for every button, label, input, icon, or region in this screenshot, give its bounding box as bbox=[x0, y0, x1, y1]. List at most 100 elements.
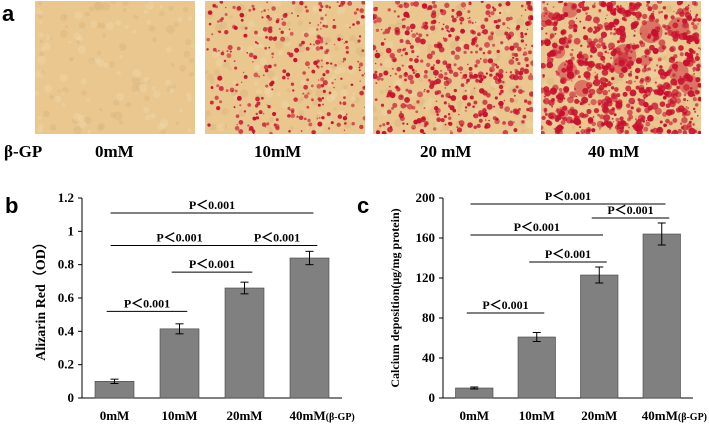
texture-speck bbox=[143, 76, 150, 83]
stain-dot bbox=[363, 72, 365, 75]
texture-speck bbox=[39, 51, 45, 57]
texture-speck bbox=[84, 116, 92, 124]
stain-dot bbox=[327, 62, 330, 65]
stain-dot bbox=[244, 26, 248, 30]
stain-dot bbox=[525, 21, 530, 27]
stain-dot bbox=[267, 28, 273, 34]
stain-dot bbox=[585, 14, 592, 22]
stain-dot bbox=[649, 14, 655, 20]
stain-dot bbox=[645, 86, 650, 92]
stain-dot bbox=[426, 53, 433, 60]
stain-dot bbox=[635, 85, 640, 90]
stain-dot bbox=[583, 71, 591, 79]
texture-speck bbox=[88, 6, 95, 12]
texture-speck bbox=[339, 66, 346, 74]
stain-dot bbox=[681, 124, 689, 131]
stain-dot bbox=[386, 109, 392, 115]
stain-dot bbox=[402, 47, 407, 52]
stain-dot bbox=[320, 4, 324, 9]
stain-dot bbox=[643, 97, 646, 100]
stain-dot bbox=[608, 21, 615, 28]
texture-speck bbox=[510, 22, 517, 29]
stain-dot bbox=[238, 120, 244, 125]
texture-speck bbox=[464, 87, 471, 94]
row-label-beta-gp: β-GP bbox=[4, 142, 43, 161]
stain-dot bbox=[347, 1, 353, 6]
texture-speck bbox=[60, 14, 68, 22]
texture-speck bbox=[449, 54, 455, 60]
texture-speck bbox=[133, 14, 138, 19]
stain-dot bbox=[684, 24, 686, 26]
stain-dot bbox=[387, 91, 392, 96]
condition-label-10mm: 10mM bbox=[254, 142, 302, 161]
stain-dot bbox=[523, 99, 528, 103]
texture-speck bbox=[74, 11, 83, 20]
stain-dot bbox=[458, 113, 460, 116]
stain-dot bbox=[299, 1, 304, 6]
stain-dot bbox=[254, 30, 258, 35]
stain-dot bbox=[543, 86, 550, 93]
stain-dot bbox=[293, 57, 298, 63]
stain-dot bbox=[468, 71, 473, 76]
stain-dot bbox=[586, 108, 592, 115]
texture-speck bbox=[39, 70, 45, 76]
stain-dot bbox=[349, 26, 351, 29]
stain-dot bbox=[265, 84, 269, 88]
stain-dot bbox=[573, 117, 581, 125]
stain-dot bbox=[645, 83, 648, 85]
stain-dot bbox=[322, 80, 328, 86]
stain-dot bbox=[670, 15, 675, 20]
texture-speck bbox=[88, 57, 95, 65]
stain-dot bbox=[585, 6, 590, 11]
texture-speck bbox=[164, 79, 172, 87]
texture-speck bbox=[380, 108, 388, 117]
texture-speck bbox=[132, 29, 137, 34]
stain-dot bbox=[484, 119, 487, 121]
stain-dot bbox=[626, 109, 633, 116]
stain-dot bbox=[610, 69, 614, 73]
texture-speck bbox=[64, 14, 68, 19]
stain-dot bbox=[553, 128, 556, 130]
stain-cluster bbox=[667, 17, 690, 40]
stain-dot bbox=[409, 57, 413, 62]
stain-dot bbox=[424, 121, 429, 126]
texture-speck bbox=[373, 106, 377, 113]
stain-dot bbox=[524, 57, 529, 62]
texture-speck bbox=[143, 9, 149, 15]
stain-dot bbox=[461, 29, 464, 32]
stain-dot bbox=[300, 130, 303, 132]
stain-dot bbox=[692, 107, 696, 111]
texture-speck bbox=[159, 10, 165, 17]
stain-dot bbox=[392, 58, 397, 62]
stain-dot bbox=[562, 97, 566, 100]
stain-dot bbox=[664, 24, 670, 31]
stain-dot bbox=[599, 77, 607, 85]
stain-dot bbox=[671, 63, 679, 70]
stain-dot bbox=[234, 125, 240, 131]
stain-dot bbox=[310, 84, 314, 88]
alizarin-significance-label: P＜0.001 bbox=[254, 231, 300, 245]
stain-dot bbox=[647, 33, 652, 37]
stain-dot bbox=[576, 8, 581, 14]
texture-speck bbox=[98, 122, 106, 130]
texture-speck bbox=[258, 6, 263, 11]
stain-dot bbox=[322, 24, 326, 28]
stain-dot bbox=[489, 73, 493, 77]
stain-dot bbox=[629, 2, 633, 7]
stain-dot bbox=[248, 52, 254, 58]
texture-speck bbox=[456, 100, 463, 107]
stain-dot bbox=[619, 5, 622, 8]
stain-dot bbox=[632, 124, 640, 131]
stain-dot bbox=[456, 126, 459, 129]
stain-dot bbox=[392, 102, 398, 108]
texture-speck bbox=[45, 36, 49, 40]
stain-dot bbox=[482, 111, 488, 118]
stain-dot bbox=[693, 1, 699, 7]
stain-dot bbox=[252, 7, 256, 11]
stain-dot bbox=[459, 16, 465, 22]
stain-dot bbox=[442, 37, 445, 39]
stain-dot bbox=[438, 22, 440, 24]
stain-dot bbox=[252, 61, 254, 63]
stain-dot bbox=[573, 28, 578, 33]
stain-dot bbox=[389, 75, 392, 77]
